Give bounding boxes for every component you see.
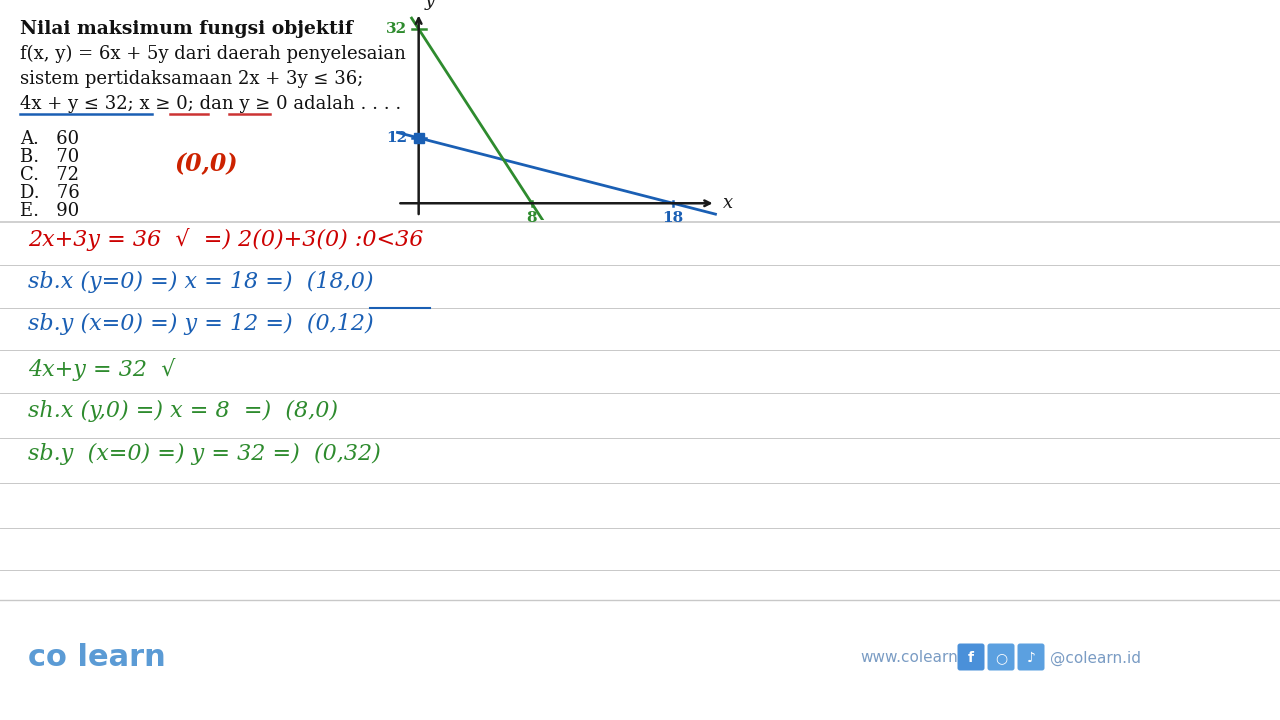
- Text: 18: 18: [663, 212, 684, 225]
- Text: B.   70: B. 70: [20, 148, 79, 166]
- Text: D.   76: D. 76: [20, 184, 79, 202]
- Text: ○: ○: [995, 651, 1007, 665]
- FancyBboxPatch shape: [957, 644, 984, 670]
- Text: ♪: ♪: [1027, 651, 1036, 665]
- Text: www.colearn.id: www.colearn.id: [860, 650, 977, 665]
- Text: @colearn.id: @colearn.id: [1050, 650, 1140, 665]
- Text: 32: 32: [387, 22, 407, 36]
- Text: 12: 12: [387, 131, 407, 145]
- Bar: [0, 600, 1280, 720]
- FancyBboxPatch shape: [1018, 644, 1044, 670]
- Text: A.   60: A. 60: [20, 130, 79, 148]
- Text: 4x+y = 32  √: 4x+y = 32 √: [28, 358, 175, 381]
- Text: (0,0): (0,0): [175, 152, 238, 176]
- Text: sb.x (y=0) =) x = 18 =)  (18,0): sb.x (y=0) =) x = 18 =) (18,0): [28, 271, 374, 293]
- Text: f: f: [968, 651, 974, 665]
- FancyBboxPatch shape: [987, 644, 1015, 670]
- Text: 4x + y ≤ 32; x ≥ 0; dan y ≥ 0 adalah . . . .: 4x + y ≤ 32; x ≥ 0; dan y ≥ 0 adalah . .…: [20, 95, 401, 113]
- Text: 2x+3y = 36  √  =) 2(0)+3(0) :0<36: 2x+3y = 36 √ =) 2(0)+3(0) :0<36: [28, 228, 424, 251]
- Text: sh.x (y,0) =) x = 8  =)  (8,0): sh.x (y,0) =) x = 8 =) (8,0): [28, 400, 338, 422]
- Text: sistem pertidaksamaan 2x + 3y ≤ 36;: sistem pertidaksamaan 2x + 3y ≤ 36;: [20, 70, 364, 88]
- Text: sb.y (x=0) =) y = 12 =)  (0,12): sb.y (x=0) =) y = 12 =) (0,12): [28, 313, 374, 335]
- Bar: [0, 222, 1280, 602]
- Text: sb.y  (x=0) =) y = 32 =)  (0,32): sb.y (x=0) =) y = 32 =) (0,32): [28, 443, 380, 465]
- Text: x: x: [722, 194, 732, 212]
- Text: E.   90: E. 90: [20, 202, 79, 220]
- Text: co learn: co learn: [28, 644, 165, 672]
- Text: C.   72: C. 72: [20, 166, 79, 184]
- Text: f(x, y) = 6x + 5y dari daerah penyelesaian: f(x, y) = 6x + 5y dari daerah penyelesai…: [20, 45, 406, 63]
- Text: 8: 8: [526, 212, 538, 225]
- Text: Nilai maksimum fungsi objektif: Nilai maksimum fungsi objektif: [20, 20, 353, 38]
- Text: y: y: [424, 0, 434, 10]
- Bar: [0, 0, 1280, 222]
